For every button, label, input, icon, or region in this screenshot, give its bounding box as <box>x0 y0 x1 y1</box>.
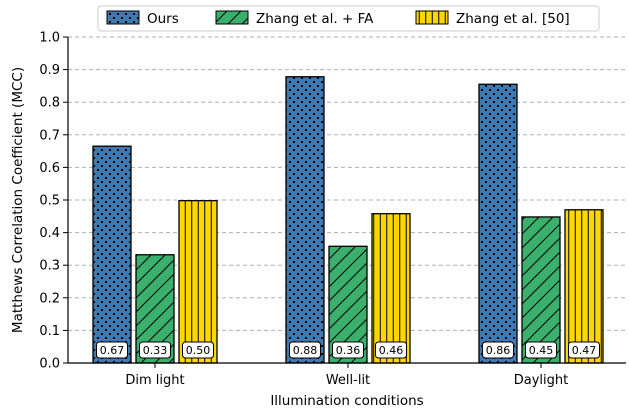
y-tick-label: 0.8 <box>39 96 60 111</box>
legend-label: Zhang et al. + FA <box>256 11 374 27</box>
data-label-box <box>96 341 128 359</box>
y-tick-label: 0.1 <box>39 324 60 339</box>
data-label-box <box>332 341 364 359</box>
y-tick-label: 0.6 <box>39 161 60 176</box>
data-label-box <box>182 341 214 359</box>
y-tick-label: 0.4 <box>39 226 60 241</box>
y-tick-label: 1.0 <box>39 31 60 46</box>
y-tick-label: 0.0 <box>39 357 60 372</box>
data-label: 0.67 <box>100 344 125 357</box>
bar-ours <box>92 145 132 364</box>
x-tick-label: Daylight <box>514 373 568 388</box>
y-tick-label: 0.9 <box>39 63 60 78</box>
legend-label: Zhang et al. [50] <box>456 11 570 27</box>
bar-zhang-et-al-50- <box>178 200 218 364</box>
legend-swatch <box>106 10 140 25</box>
bar-ours <box>478 83 518 364</box>
data-label: 0.45 <box>529 344 554 357</box>
bar-zhang-et-al-fa <box>521 216 561 364</box>
data-label: 0.50 <box>186 344 211 357</box>
data-label-box <box>525 341 557 359</box>
y-tick-label: 0.2 <box>39 291 60 306</box>
x-tick-label: Dim light <box>125 373 184 388</box>
bars: 0.67 0.33 0.50 0.88 0.36 0.46 0.86 0.45 0.47 <box>92 76 604 364</box>
data-label-box <box>482 341 514 359</box>
y-tick-label: 0.5 <box>39 194 60 209</box>
legend-swatch <box>415 10 449 25</box>
y-axis-title: Matthews Correlation Coefficient (MCC) <box>10 67 26 333</box>
bar-ours <box>285 76 325 364</box>
x-axis-title: Illumination conditions <box>270 393 423 409</box>
data-label: 0.36 <box>336 344 361 357</box>
bar-zhang-et-al-50- <box>564 209 604 364</box>
legend-swatch <box>215 10 249 25</box>
legend-label: Ours <box>147 11 179 27</box>
axes: 0.0 0.1 0.2 0.3 0.4 0.5 0.6 0.7 0.8 0.9 1.0 Dim lig… <box>39 31 626 388</box>
data-label: 0.86 <box>486 344 511 357</box>
bar-zhang-et-al-50- <box>371 213 411 364</box>
data-label-box <box>139 341 171 359</box>
x-tick-label: Well-lit <box>326 373 370 388</box>
data-label-box <box>375 341 407 359</box>
data-label: 0.46 <box>379 344 404 357</box>
y-tick-label: 0.7 <box>39 128 60 143</box>
y-tick-label: 0.3 <box>39 259 60 274</box>
data-label: 0.33 <box>143 344 168 357</box>
data-label-box <box>568 341 600 359</box>
legend: Ours Zhang et al. + FA Zhang et al. [50] <box>97 5 600 32</box>
data-label: 0.88 <box>293 344 318 357</box>
data-label: 0.47 <box>572 344 597 357</box>
data-label-box <box>289 341 321 359</box>
